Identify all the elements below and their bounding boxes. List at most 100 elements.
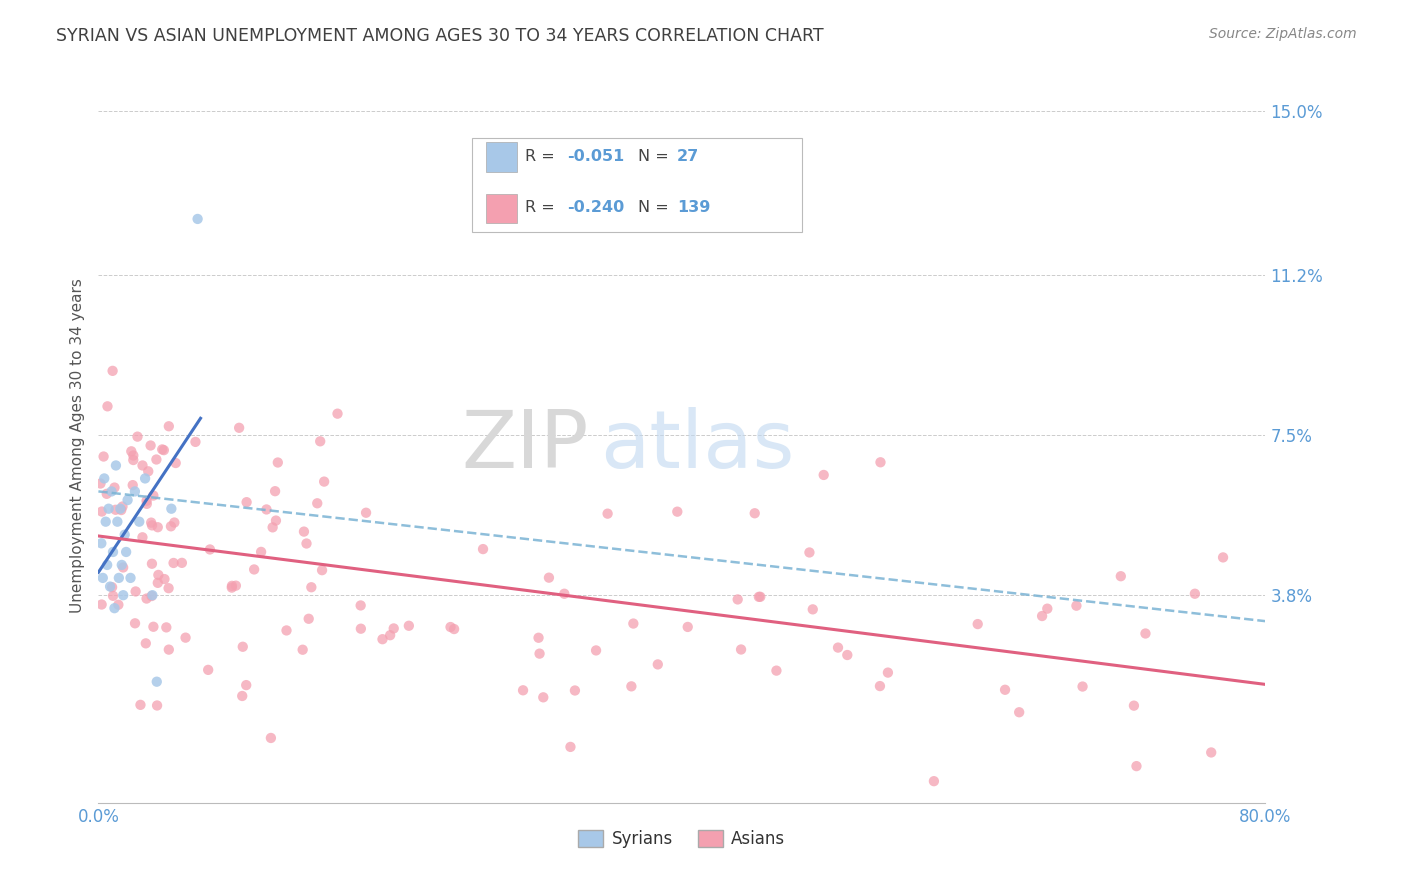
Point — [749, 590, 772, 604]
Point — [585, 643, 607, 657]
Point — [1122, 698, 1144, 713]
Point — [96, 558, 118, 572]
Point — [145, 452, 167, 467]
Point — [877, 665, 900, 680]
Point — [235, 495, 257, 509]
Point — [89, 476, 111, 491]
Point — [1066, 599, 1088, 613]
Point — [994, 682, 1017, 697]
Point — [135, 591, 157, 606]
Point — [146, 520, 169, 534]
Point — [97, 501, 120, 516]
Point — [157, 419, 180, 434]
Point — [765, 664, 787, 678]
Point — [966, 617, 988, 632]
Point — [112, 588, 135, 602]
Point — [267, 456, 290, 470]
Point — [101, 589, 124, 603]
Point — [198, 542, 221, 557]
Point — [146, 698, 169, 713]
Point — [1212, 550, 1234, 565]
Point — [170, 556, 193, 570]
Point — [472, 542, 495, 557]
Point — [837, 648, 859, 662]
Point — [110, 501, 132, 516]
Point — [103, 601, 125, 615]
Point — [163, 516, 186, 530]
Point — [91, 571, 114, 585]
Point — [1135, 626, 1157, 640]
Point — [184, 434, 207, 449]
Point — [146, 674, 169, 689]
Point — [292, 524, 315, 539]
Text: N =: N = — [638, 149, 673, 164]
Point — [1109, 569, 1132, 583]
Y-axis label: Unemployment Among Ages 30 to 34 years: Unemployment Among Ages 30 to 34 years — [69, 278, 84, 614]
Point — [309, 434, 332, 449]
Point — [139, 438, 162, 452]
Point — [128, 515, 150, 529]
Point — [134, 471, 156, 485]
Point — [141, 588, 163, 602]
Point — [443, 622, 465, 636]
Text: N =: N = — [638, 201, 673, 215]
Point — [262, 520, 284, 534]
Point — [141, 589, 163, 603]
Point — [221, 579, 243, 593]
Point — [299, 580, 322, 594]
Text: Source: ZipAtlas.com: Source: ZipAtlas.com — [1209, 27, 1357, 41]
Point — [165, 456, 187, 470]
Point — [221, 581, 243, 595]
Point — [537, 571, 560, 585]
Text: SYRIAN VS ASIAN UNEMPLOYMENT AMONG AGES 30 TO 34 YEARS CORRELATION CHART: SYRIAN VS ASIAN UNEMPLOYMENT AMONG AGES … — [56, 27, 824, 45]
Point — [153, 572, 176, 586]
Point — [100, 484, 122, 499]
Point — [676, 620, 699, 634]
Point — [311, 563, 333, 577]
Point — [131, 530, 153, 544]
Point — [398, 619, 420, 633]
Point — [276, 624, 298, 638]
Point — [90, 504, 112, 518]
Point — [157, 642, 180, 657]
Point — [1199, 746, 1222, 760]
Point — [264, 484, 287, 499]
Point — [117, 493, 139, 508]
Point — [250, 545, 273, 559]
Point — [922, 774, 945, 789]
Point — [135, 497, 157, 511]
Point — [136, 464, 159, 478]
Point — [727, 592, 749, 607]
Text: R =: R = — [526, 149, 560, 164]
Point — [93, 450, 115, 464]
Point — [135, 493, 157, 508]
Point — [157, 581, 180, 595]
Point — [225, 579, 247, 593]
Point — [801, 602, 824, 616]
Point — [232, 640, 254, 654]
Text: 139: 139 — [678, 201, 710, 215]
Point — [174, 631, 197, 645]
Point — [527, 631, 550, 645]
Point — [153, 443, 176, 458]
Point — [553, 587, 575, 601]
Point — [647, 657, 669, 672]
Point — [295, 536, 318, 550]
Point — [260, 731, 283, 745]
Point — [512, 683, 534, 698]
Point — [141, 516, 163, 530]
Point — [243, 562, 266, 576]
Point — [620, 679, 643, 693]
Point — [96, 400, 118, 414]
Point — [744, 506, 766, 520]
Point — [307, 496, 329, 510]
Point — [382, 622, 405, 636]
Text: R =: R = — [526, 201, 560, 215]
Point — [813, 467, 835, 482]
Point — [101, 364, 124, 378]
Point — [107, 598, 129, 612]
Point — [129, 698, 152, 712]
Point — [131, 458, 153, 473]
Point — [101, 545, 124, 559]
Point — [142, 620, 165, 634]
